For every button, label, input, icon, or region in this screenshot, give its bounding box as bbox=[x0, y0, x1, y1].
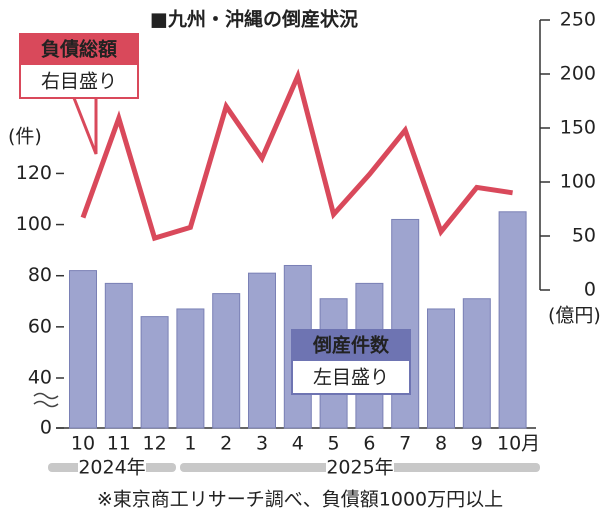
legend-scale-label: 右目盛り bbox=[41, 71, 117, 93]
x-tick-label: 8 bbox=[435, 433, 447, 455]
x-tick-label: 2 bbox=[220, 433, 232, 455]
y2-tick-label: 100 bbox=[560, 171, 596, 193]
chart-title: ■九州・沖縄の倒産状況 bbox=[150, 8, 358, 31]
bar bbox=[248, 272, 276, 429]
y2-axis-label: (億円) bbox=[548, 305, 600, 327]
period-label-bg bbox=[78, 457, 146, 479]
bar bbox=[104, 282, 133, 429]
x-tick-label: 10月 bbox=[497, 433, 540, 455]
legend-scale-box bbox=[291, 359, 411, 395]
y2-tick-label: 150 bbox=[560, 117, 596, 139]
x-tick-label: 3 bbox=[256, 433, 268, 455]
y2-tick-label: 200 bbox=[560, 63, 596, 85]
bar bbox=[462, 298, 491, 429]
x-tick-label: 7 bbox=[399, 433, 411, 455]
y-tick-label: 100 bbox=[16, 213, 52, 235]
period-label: 2025年 bbox=[326, 457, 393, 479]
y-axis-label: (件) bbox=[8, 126, 42, 148]
legend-label: 負債総額 bbox=[41, 38, 117, 61]
bar bbox=[212, 293, 241, 429]
y-tick-label: 0 bbox=[40, 417, 52, 439]
x-tick-label: 1 bbox=[184, 433, 196, 455]
period-label-bg bbox=[326, 457, 394, 479]
bar bbox=[498, 211, 527, 429]
x-tick-label: 9 bbox=[471, 433, 483, 455]
bar bbox=[427, 308, 455, 429]
bar bbox=[69, 270, 97, 429]
note: ※東京商工リサーチ調べ、負債額1000万円以上 bbox=[97, 489, 503, 511]
bar bbox=[176, 308, 205, 429]
legend-scale-box bbox=[19, 63, 139, 99]
x-tick-label: 6 bbox=[363, 433, 375, 455]
y2-tick-label: 50 bbox=[572, 225, 596, 247]
y-tick-label: 80 bbox=[28, 264, 52, 286]
period-label: 2024年 bbox=[78, 457, 145, 479]
y-tick-label: 120 bbox=[16, 162, 52, 184]
y-tick-label: 60 bbox=[28, 315, 52, 337]
bar bbox=[391, 218, 420, 429]
axis-break bbox=[33, 392, 59, 408]
bar bbox=[140, 316, 169, 429]
x-tick-label: 10 bbox=[71, 433, 95, 455]
line bbox=[80, 68, 513, 242]
legend-pointer bbox=[72, 97, 98, 155]
x-tick-label: 11 bbox=[107, 433, 131, 455]
legend-scale-label: 左目盛り bbox=[313, 367, 389, 389]
y2-tick-label: 0 bbox=[584, 279, 596, 301]
legend-label: 倒産件数 bbox=[312, 334, 390, 357]
x-tick-label: 12 bbox=[143, 433, 167, 455]
y-tick-label: 40 bbox=[28, 367, 52, 389]
x-tick-label: 4 bbox=[292, 433, 304, 455]
x-tick-label: 5 bbox=[328, 433, 340, 455]
y2-tick-label: 250 bbox=[560, 9, 596, 31]
